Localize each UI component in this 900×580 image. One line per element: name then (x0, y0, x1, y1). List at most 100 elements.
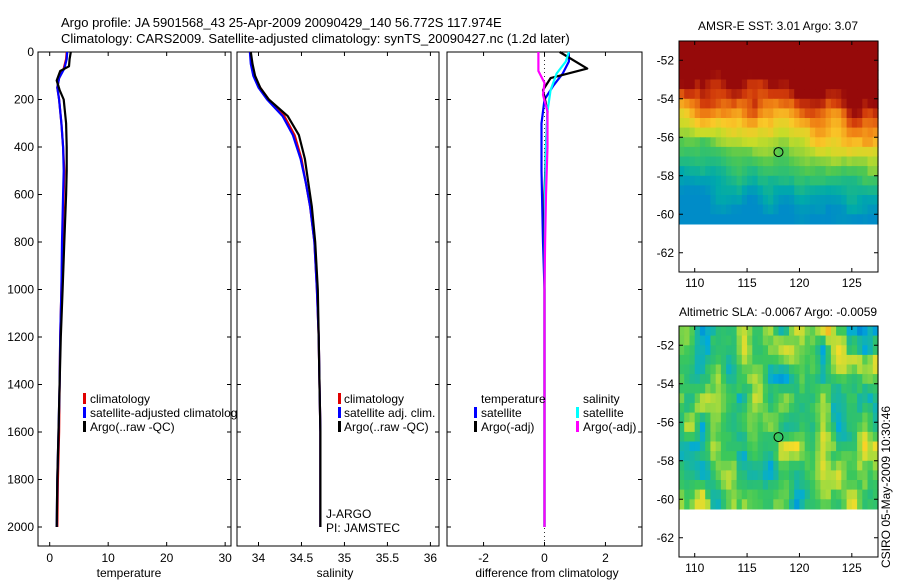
heatmap-cell (867, 431, 874, 443)
heatmap-cell (699, 489, 706, 500)
heatmap-cell (762, 470, 769, 481)
heatmap-cell (715, 354, 722, 366)
heatmap-cell (752, 137, 759, 148)
heatmap-cell (857, 137, 863, 148)
heatmap-cell (710, 374, 717, 385)
heatmap-cell (783, 470, 790, 481)
heatmap-cell (851, 374, 858, 385)
heatmap-cell (862, 431, 869, 443)
heatmap-cell (684, 431, 690, 443)
heatmap-cell (736, 41, 743, 52)
heatmap-cell (846, 480, 853, 491)
heatmap-cell (768, 422, 774, 433)
heatmap-cell (679, 383, 685, 394)
heatmap-cell (699, 403, 706, 414)
heatmap-cell (736, 79, 743, 90)
heatmap-cell (846, 60, 853, 71)
heatmap-cell (783, 374, 790, 385)
heatmap-cell (762, 214, 769, 225)
heatmap-cell (789, 460, 795, 471)
heatmap-cell (710, 185, 717, 196)
heatmap-cell (768, 403, 774, 414)
heatmap-cell (768, 137, 774, 148)
heatmap-cell (841, 166, 848, 177)
heatmap-cell (752, 127, 759, 138)
heatmap-cell (783, 364, 790, 375)
heatmap-cell (741, 137, 748, 148)
heatmap-cell (699, 146, 706, 158)
heatmap-cell (747, 50, 753, 61)
argo-location-marker (773, 432, 784, 443)
heatmap-cell (773, 383, 780, 394)
heatmap-cell (705, 345, 711, 356)
heatmap-cell (836, 69, 842, 81)
heatmap-cell (731, 185, 738, 196)
heatmap-cell (783, 146, 790, 158)
heatmap-cell (820, 89, 827, 100)
heatmap-cell (872, 499, 879, 510)
heatmap-cell (783, 383, 790, 394)
heatmap-cell (830, 374, 837, 385)
heatmap-cell (705, 393, 711, 404)
heatmap-cell (768, 480, 774, 491)
heatmap-cell (699, 441, 706, 452)
heatmap-cell (762, 354, 769, 366)
heatmap-cell (815, 441, 821, 452)
heatmap-cell (747, 89, 753, 100)
heatmap-cell (799, 489, 806, 500)
heatmap-cell (720, 470, 727, 481)
heatmap-cell (679, 403, 685, 414)
heatmap-cell (747, 214, 753, 225)
heatmap-cell (820, 345, 827, 356)
heatmap-cell (799, 412, 806, 423)
heatmap-cell (820, 326, 827, 337)
heatmap-cell (752, 412, 759, 423)
heatmap-cell (726, 137, 732, 148)
heatmap-cell (851, 403, 858, 414)
heatmap-cell (836, 204, 842, 215)
heatmap-cell (757, 422, 764, 433)
heatmap-cell (762, 89, 769, 100)
heatmap-cell (699, 345, 706, 356)
heatmap-cell (783, 441, 790, 452)
heatmap-cell (736, 89, 743, 100)
heatmap-cell (872, 146, 879, 158)
heatmap-cell (825, 499, 832, 510)
heatmap-cell (689, 374, 696, 385)
heatmap-cell (752, 146, 759, 158)
heatmap-cell (778, 383, 785, 394)
heatmap-cell (705, 98, 711, 109)
heatmap-cell (736, 470, 743, 481)
heatmap-cell (679, 489, 685, 500)
heatmap-cell (715, 345, 722, 356)
heatmap-cell (862, 326, 869, 337)
heatmap-cell (757, 185, 764, 196)
heatmap-cell (726, 383, 732, 394)
heatmap-cell (830, 335, 837, 346)
heatmap-cell (789, 345, 795, 356)
series-line-climatology (248, 51, 322, 527)
heatmap-cell (731, 335, 738, 346)
heatmap-cell (773, 480, 780, 491)
x-tick-label: 0 (46, 551, 53, 565)
heatmap-cell (747, 175, 753, 186)
heatmap-cell (752, 441, 759, 452)
heatmap-cell (736, 383, 743, 394)
heatmap-cell (736, 137, 743, 148)
heatmap-cell (799, 204, 806, 215)
heatmap-cell (799, 127, 806, 138)
heatmap-cell (762, 364, 769, 375)
heatmap-cell (715, 166, 722, 177)
heatmap-cell (741, 146, 748, 158)
heatmap-cell (720, 204, 727, 215)
heatmap-cell (726, 374, 732, 385)
heatmap-cell (815, 79, 821, 90)
legend-swatch-sal-satellite (576, 407, 579, 418)
heatmap-cell (705, 431, 711, 443)
heatmap-cell (741, 185, 748, 196)
heatmap-cell (747, 185, 753, 196)
heatmap-cell (825, 364, 832, 375)
heatmap-cell (783, 185, 790, 196)
heatmap-cell (809, 146, 816, 158)
heatmap-cell (857, 89, 863, 100)
